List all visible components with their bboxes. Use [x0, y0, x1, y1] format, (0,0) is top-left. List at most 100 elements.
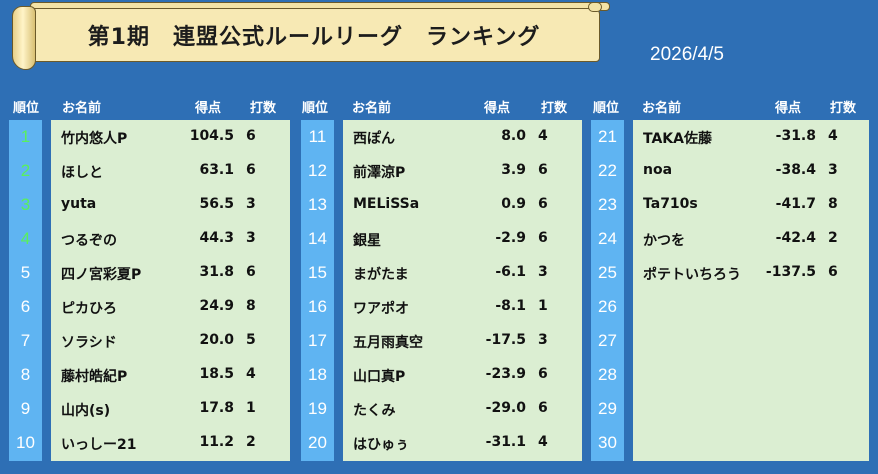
player-name: yuta — [61, 196, 97, 212]
player-score: -31.1 — [485, 434, 526, 450]
ranking-panel-2: 西ぽん 8.0 4 前澤涼P 3.9 6 MELiSSa 0.9 6 銀星 -2.9 6 まがたま -6.… — [343, 120, 582, 461]
player-games: 6 — [538, 400, 548, 416]
player-score: 18.5 — [199, 366, 234, 382]
player-games: 3 — [538, 332, 548, 348]
player-row: 四ノ宮彩夏P 31.8 6 — [51, 264, 290, 286]
scroll-roll-icon — [12, 6, 36, 70]
player-score: 3.9 — [501, 162, 526, 178]
player-row: 前澤涼P 3.9 6 — [343, 162, 582, 184]
player-name: 銀星 — [353, 233, 381, 249]
rank-number: 17 — [308, 331, 327, 350]
player-row: ほしと 63.1 6 — [51, 162, 290, 184]
player-games: 6 — [246, 128, 256, 144]
player-games: 6 — [828, 264, 838, 280]
rank-number: 16 — [308, 297, 327, 316]
rank-number: 9 — [20, 399, 31, 418]
player-name: かつを — [643, 233, 685, 249]
player-name: noa — [643, 162, 673, 178]
player-row: ポテトいちろう -137.5 6 — [633, 264, 869, 286]
player-games: 3 — [538, 264, 548, 280]
player-name: Ta710s — [643, 196, 698, 212]
rank-column-1: 1 2 3 4 5 6 7 8 9 10 — [9, 120, 42, 461]
player-row: ソラシド 20.0 5 — [51, 332, 290, 354]
header-games-2: 打数 — [541, 101, 568, 116]
header-name-3: お名前 — [642, 101, 682, 116]
player-score: 0.9 — [501, 196, 526, 212]
page-title: 第1期 連盟公式ルールリーグ ランキング — [87, 25, 541, 50]
player-score: 24.9 — [199, 298, 234, 314]
rank-number: 23 — [598, 195, 617, 214]
header-games-3: 打数 — [830, 101, 857, 116]
player-name: いっしー21 — [61, 437, 137, 453]
rank-number: 3 — [20, 195, 31, 214]
rank-number: 18 — [308, 365, 327, 384]
player-name: 山口真P — [353, 369, 406, 385]
rank-number: 10 — [16, 433, 35, 452]
player-games: 4 — [246, 366, 256, 382]
rank-number: 24 — [598, 229, 617, 248]
rank-number: 11 — [308, 127, 327, 146]
rank-number: 1 — [20, 127, 31, 146]
rank-number: 21 — [598, 127, 617, 146]
player-name: ポテトいちろう — [643, 267, 741, 283]
player-row: 五月雨真空 -17.5 3 — [343, 332, 582, 354]
player-score: 44.3 — [199, 230, 234, 246]
player-score: -17.5 — [485, 332, 526, 348]
player-score: 63.1 — [199, 162, 234, 178]
player-score: 104.5 — [189, 128, 234, 144]
player-score: 31.8 — [199, 264, 234, 280]
player-row: noa -38.4 3 — [633, 162, 869, 184]
scroll-body: 第1期 連盟公式ルールリーグ ランキング — [28, 8, 600, 62]
player-games: 8 — [246, 298, 256, 314]
player-name: まがたま — [353, 267, 409, 283]
player-score: -38.4 — [775, 162, 816, 178]
player-row: 藤村皓紀P 18.5 4 — [51, 366, 290, 388]
player-row: まがたま -6.1 3 — [343, 264, 582, 286]
player-name: はひゅぅ — [353, 437, 409, 453]
player-row: 銀星 -2.9 6 — [343, 230, 582, 252]
rank-number: 29 — [598, 399, 617, 418]
player-name: 四ノ宮彩夏P — [61, 267, 142, 283]
player-games: 8 — [828, 196, 838, 212]
rank-number: 27 — [598, 331, 617, 350]
player-games: 2 — [828, 230, 838, 246]
rank-number: 13 — [308, 195, 327, 214]
player-score: 20.0 — [199, 332, 234, 348]
player-games: 6 — [246, 264, 256, 280]
title-banner: 第1期 連盟公式ルールリーグ ランキング — [10, 2, 610, 70]
header-score-2: 得点 — [484, 101, 511, 116]
rank-number: 4 — [20, 229, 31, 248]
player-games: 3 — [246, 230, 256, 246]
player-score: -8.1 — [495, 298, 526, 314]
player-score: 11.2 — [199, 434, 234, 450]
player-games: 6 — [538, 196, 548, 212]
rank-number: 7 — [20, 331, 31, 350]
player-row: Ta710s -41.7 8 — [633, 196, 869, 218]
player-row: たくみ -29.0 6 — [343, 400, 582, 422]
player-name: たくみ — [353, 403, 396, 419]
player-score: 56.5 — [199, 196, 234, 212]
header-name-2: お名前 — [352, 101, 392, 116]
player-score: -41.7 — [775, 196, 816, 212]
header-score-1: 得点 — [195, 101, 222, 116]
player-score: 8.0 — [501, 128, 526, 144]
player-score: -6.1 — [495, 264, 526, 280]
header-rank-3: 順位 — [593, 101, 620, 116]
player-games: 4 — [538, 128, 548, 144]
player-row: 山口真P -23.9 6 — [343, 366, 582, 388]
player-games: 3 — [828, 162, 838, 178]
player-score: -29.0 — [485, 400, 526, 416]
player-games: 1 — [538, 298, 548, 314]
player-games: 6 — [538, 366, 548, 382]
player-name: ほしと — [61, 165, 103, 181]
player-name: つるぞの — [61, 233, 117, 249]
rank-number: 30 — [598, 433, 617, 452]
player-name: 前澤涼P — [353, 165, 406, 181]
rank-number: 2 — [20, 161, 31, 180]
rank-number: 20 — [308, 433, 327, 452]
player-name: 藤村皓紀P — [61, 369, 128, 385]
rank-number: 26 — [598, 297, 617, 316]
rank-number: 8 — [20, 365, 31, 384]
player-row: いっしー21 11.2 2 — [51, 434, 290, 456]
player-score: -31.8 — [775, 128, 816, 144]
